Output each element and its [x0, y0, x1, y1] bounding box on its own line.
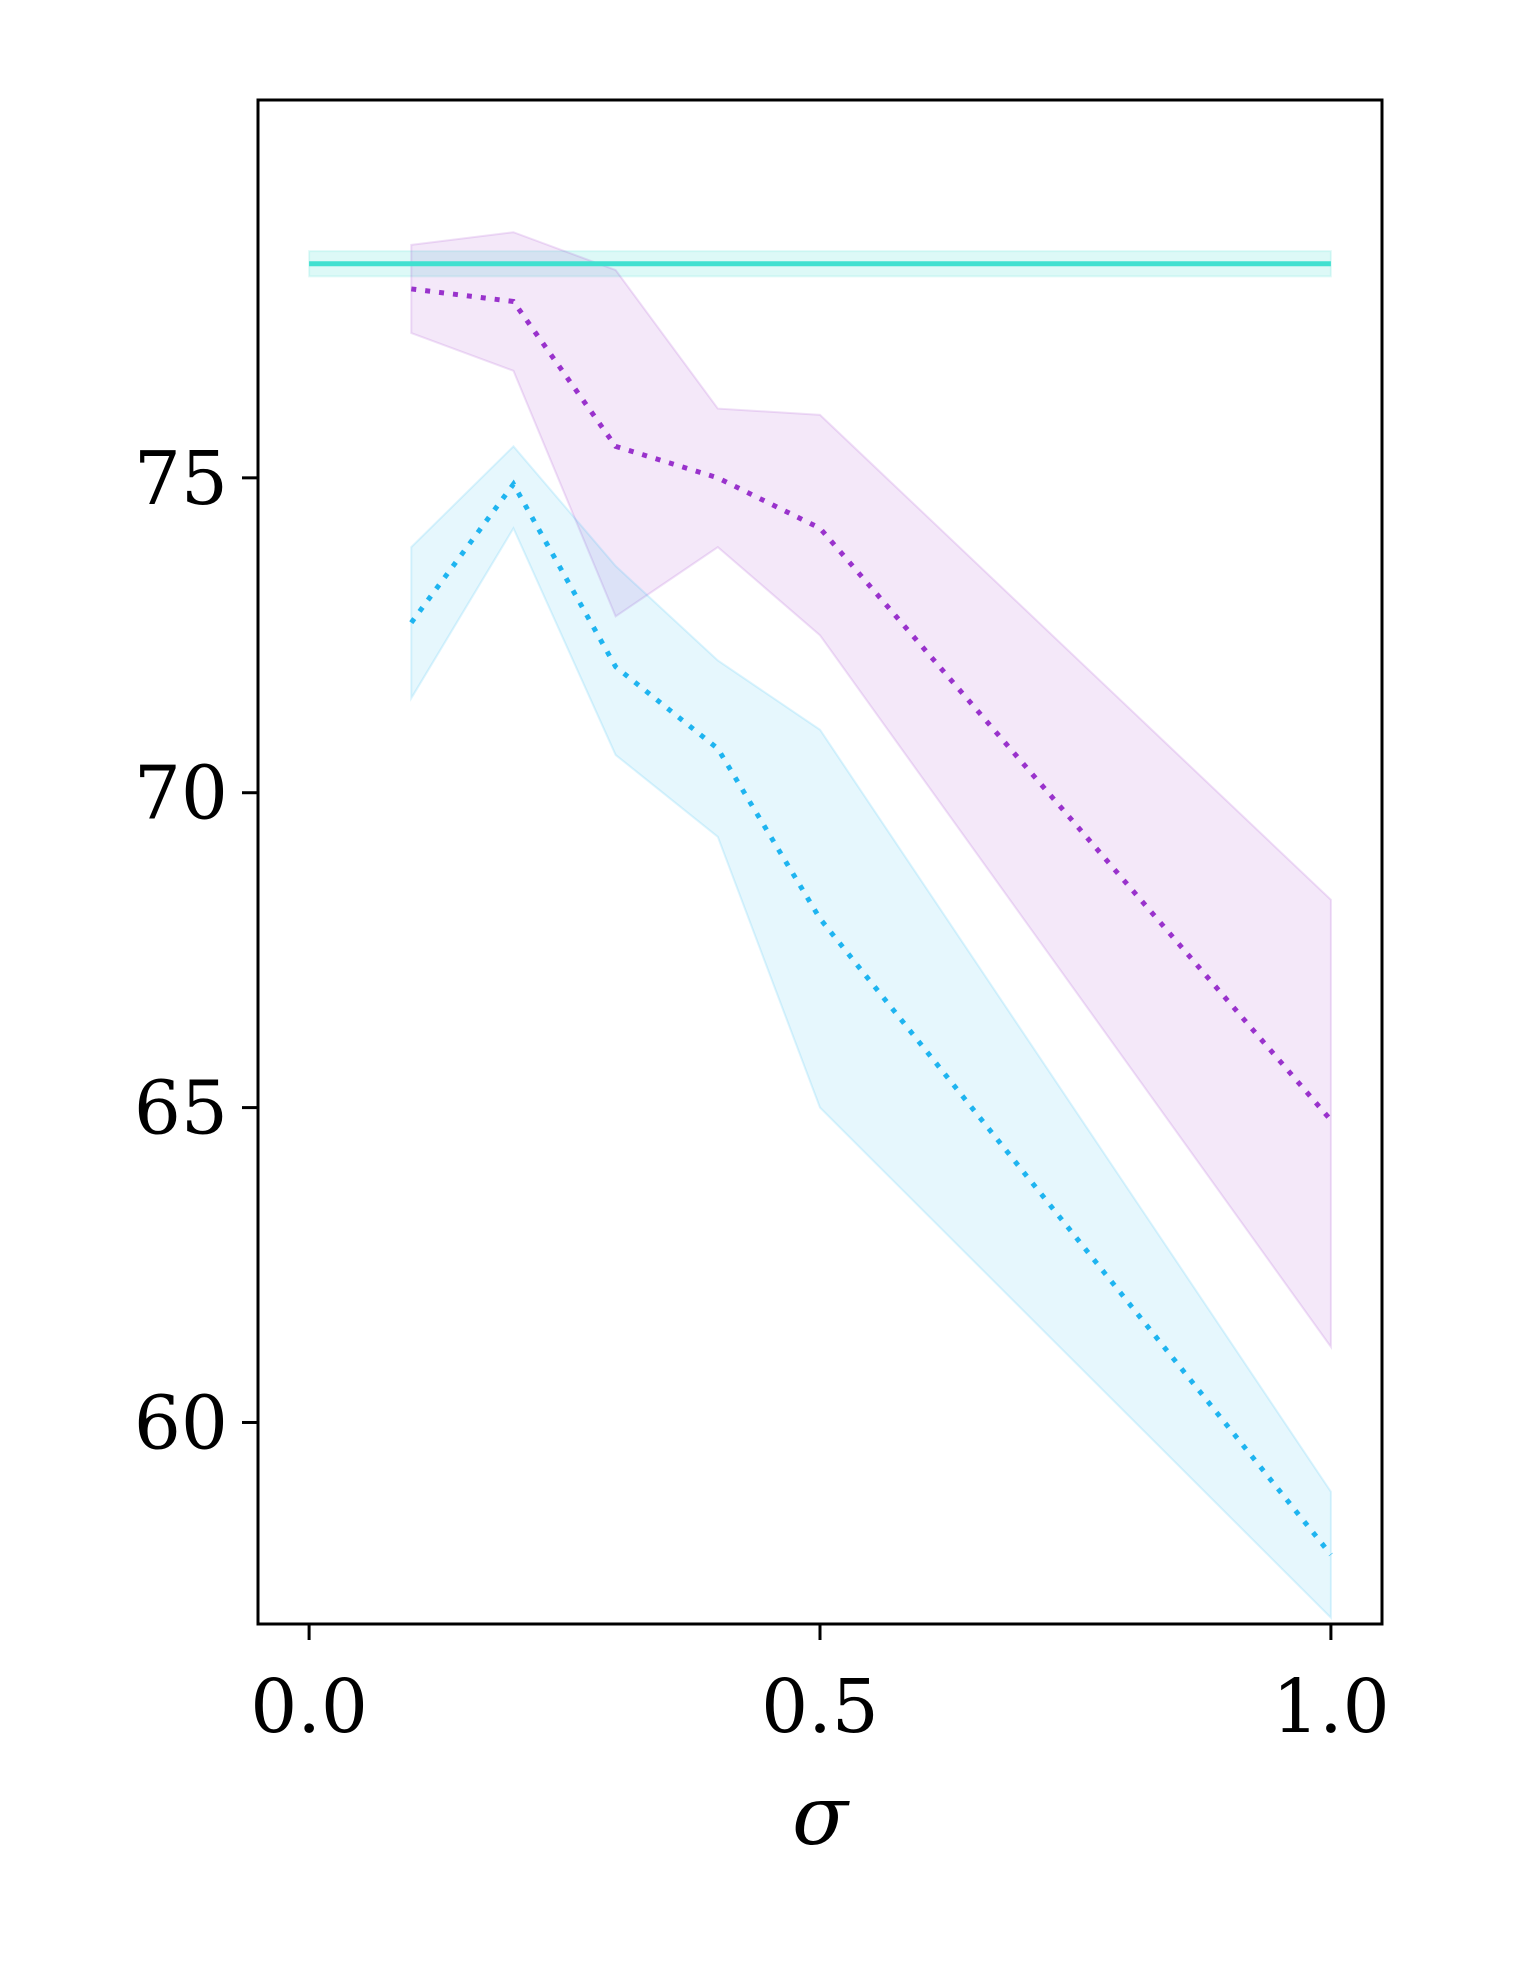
- y-tick-label: 70: [134, 751, 228, 837]
- series-3-band: [410, 444, 1332, 1621]
- series-2-line: [410, 286, 1333, 1122]
- y-tick-label: 75: [134, 436, 228, 522]
- x-tick-label: 1.0: [1272, 1664, 1390, 1750]
- y-tick-label: 60: [134, 1380, 228, 1466]
- x-axis-ticks: 0.0 0.5 1.0: [250, 1624, 1390, 1750]
- y-axis-ticks: 60 65 70 75: [134, 436, 258, 1466]
- y-tick-label: 65: [134, 1066, 228, 1152]
- series-3-line: [409, 479, 1333, 1557]
- series-2-band: [410, 231, 1332, 1351]
- x-tick-label: 0.0: [250, 1664, 368, 1750]
- x-axis-label: σ: [792, 1769, 850, 1864]
- x-tick-label: 0.5: [761, 1664, 879, 1750]
- series-lines: [309, 261, 1333, 1557]
